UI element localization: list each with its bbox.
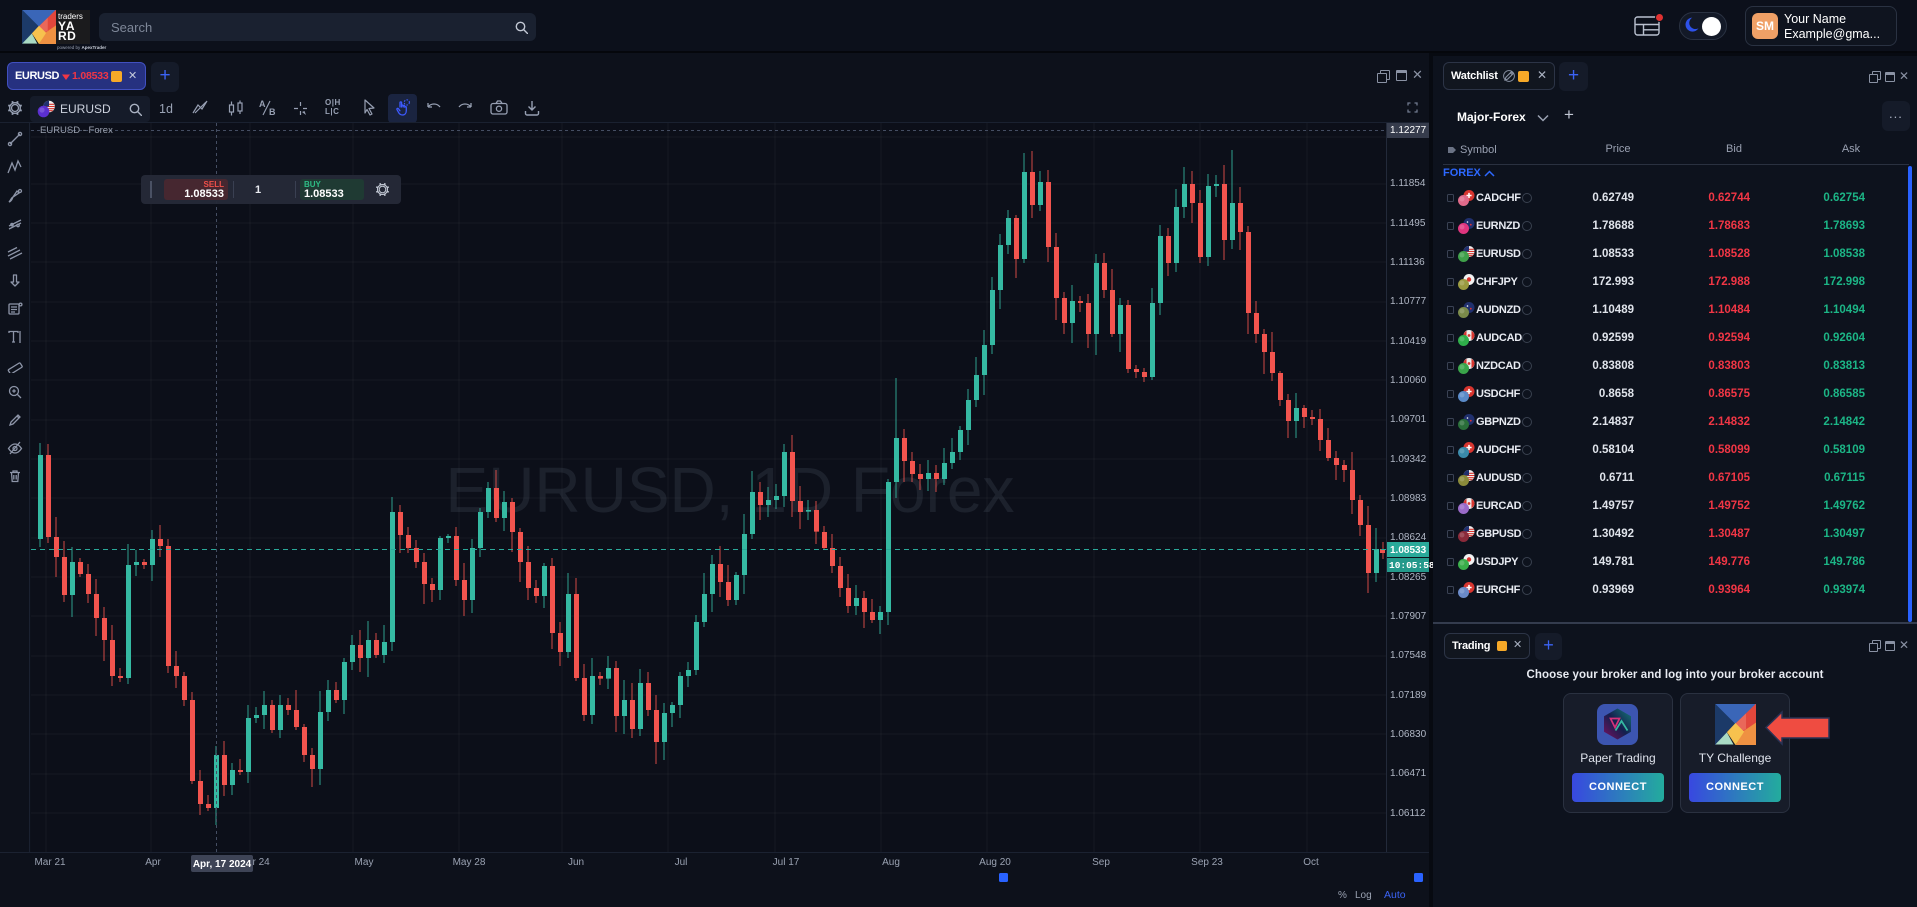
svg-text:EURUSD, 1D Forex: EURUSD, 1D Forex: [446, 454, 1015, 526]
